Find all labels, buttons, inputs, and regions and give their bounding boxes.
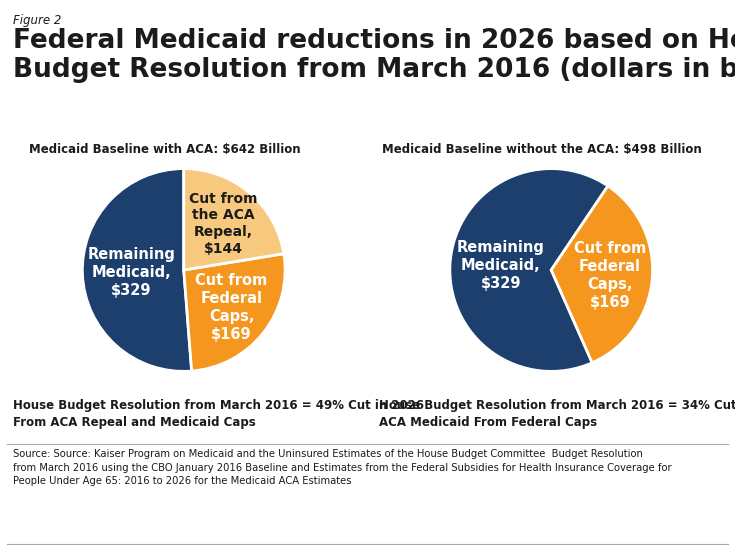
Wedge shape	[450, 169, 608, 371]
Wedge shape	[82, 169, 192, 371]
Text: Medicaid Baseline without the ACA: $498 Billion: Medicaid Baseline without the ACA: $498 …	[382, 143, 702, 156]
Text: House Budget Resolution from March 2016 = 34% Cut in Non-
ACA Medicaid From Fede: House Budget Resolution from March 2016 …	[379, 399, 735, 429]
Text: Remaining
Medicaid,
$329: Remaining Medicaid, $329	[87, 246, 175, 298]
Wedge shape	[184, 253, 285, 371]
Text: Cut from
Federal
Caps,
$169: Cut from Federal Caps, $169	[574, 241, 646, 310]
Text: Remaining
Medicaid,
$329: Remaining Medicaid, $329	[457, 240, 545, 291]
Text: House Budget Resolution from March 2016 = 49% Cut in 2026
From ACA Repeal and Me: House Budget Resolution from March 2016 …	[13, 399, 424, 429]
Text: Source: Source: Kaiser Program on Medicaid and the Uninsured Estimates of the Ho: Source: Source: Kaiser Program on Medica…	[13, 449, 672, 487]
Text: FOUNDATION: FOUNDATION	[653, 533, 698, 539]
Text: Figure 2: Figure 2	[13, 14, 62, 27]
Text: THE HENRY J.: THE HENRY J.	[653, 486, 698, 492]
Text: FAMILY: FAMILY	[646, 513, 705, 528]
Wedge shape	[551, 186, 653, 363]
Text: Federal Medicaid reductions in 2026 based on House
Budget Resolution from March : Federal Medicaid reductions in 2026 base…	[13, 28, 735, 83]
Text: Cut from
the ACA
Repeal,
$144: Cut from the ACA Repeal, $144	[189, 192, 257, 256]
Text: Medicaid Baseline with ACA: $642 Billion: Medicaid Baseline with ACA: $642 Billion	[29, 143, 301, 156]
Text: KAISER: KAISER	[645, 498, 706, 513]
Wedge shape	[184, 169, 284, 270]
Text: Cut from
Federal
Caps,
$169: Cut from Federal Caps, $169	[196, 273, 268, 342]
